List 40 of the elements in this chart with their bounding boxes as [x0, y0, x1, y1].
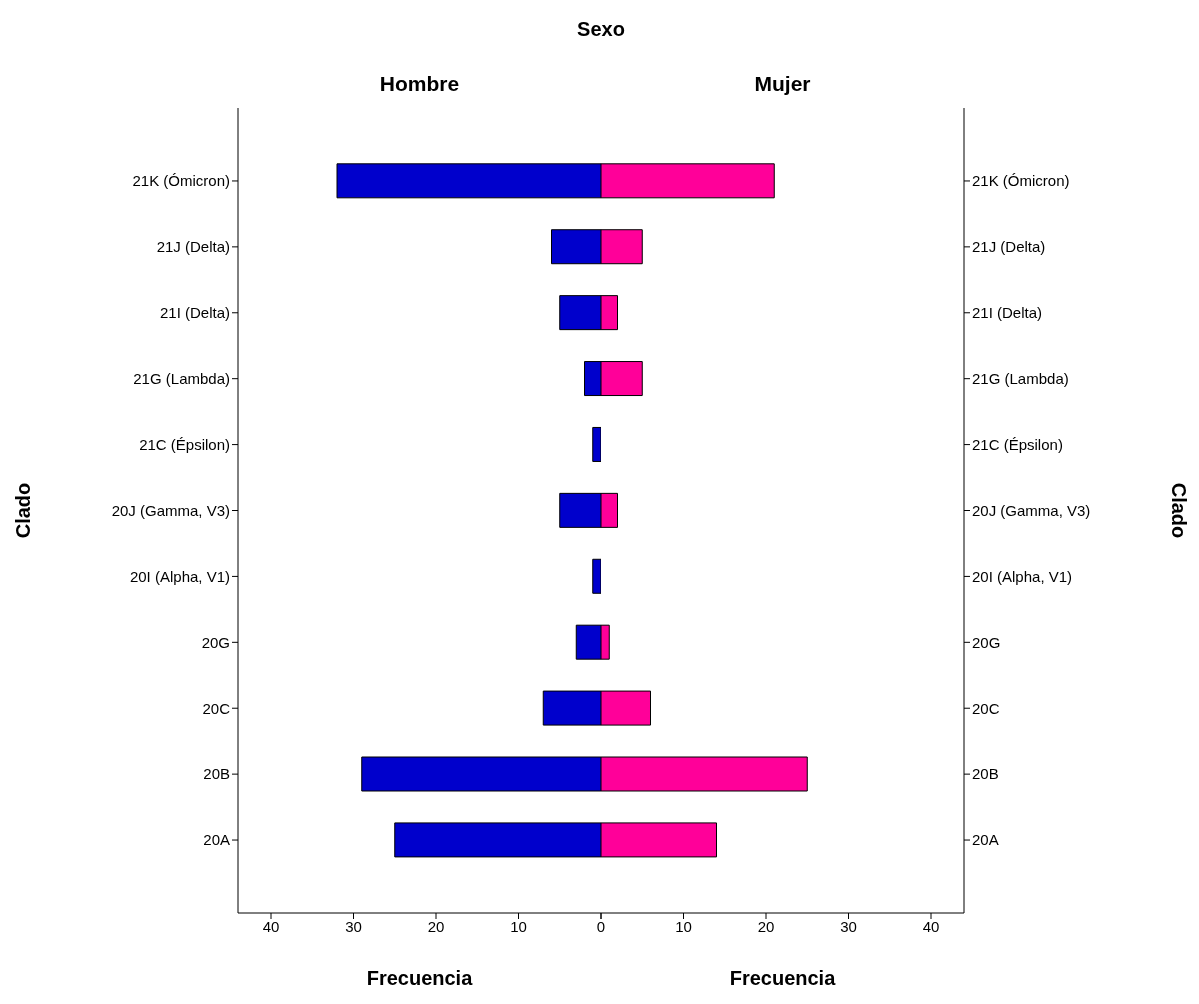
y-tick-label: 21J (Delta) [972, 238, 1046, 256]
y-tick-label: 21G (Lambda) [133, 370, 230, 388]
x-axis-title: Frecuencia [729, 967, 837, 989]
bar [592, 426, 601, 462]
y-tick-label: 20G [201, 633, 230, 651]
x-tick-label: 30 [840, 917, 857, 935]
x-tick-label: 20 [757, 917, 775, 935]
x-tick-label: 40 [262, 917, 280, 935]
y-tick-label: 20I (Alpha, V1) [129, 567, 230, 585]
x-tick-label: 20 [427, 917, 445, 935]
x-tick-label: 40 [922, 917, 940, 935]
bar [592, 558, 601, 594]
chart-title: Hombre [378, 72, 461, 96]
y-tick-label: 20C [202, 699, 231, 717]
y-axis-title: Clado [1167, 482, 1190, 539]
y-tick-label: 21I (Delta) [159, 304, 230, 322]
x-tick-label: 30 [345, 917, 362, 935]
text: Sexo [577, 18, 625, 41]
y-axis-title: Clado [12, 482, 35, 539]
y-tick-label: 20A [203, 831, 230, 849]
y-tick-label: 21C (Épsilon) [139, 435, 230, 453]
x-axis-title: Frecuencia [366, 967, 474, 989]
y-tick-label: 20C [972, 699, 1000, 717]
y-tick-label: 21I (Delta) [972, 304, 1043, 322]
x-tick-label: 10 [510, 917, 527, 935]
y-tick-label: 20B [972, 765, 999, 783]
x-tick-label: 0 [596, 917, 606, 935]
y-tick-label: 21J (Delta) [156, 238, 230, 256]
y-tick-label: 21K (Ómicron) [972, 172, 1070, 190]
y-tick-label: 20J (Gamma, V3) [111, 501, 230, 519]
y-tick-label: 21G (Lambda) [972, 370, 1069, 388]
y-tick-label: 21K (Ómicron) [132, 172, 230, 190]
y-tick-label: 20B [203, 765, 230, 783]
y-tick-label: 20A [972, 831, 999, 849]
x-tick-label: 10 [675, 917, 692, 935]
y-tick-label: 20G [972, 633, 1001, 651]
chart-title: Mujer [753, 72, 812, 96]
y-tick-label: 21C (Épsilon) [972, 435, 1063, 453]
y-tick-label: 20I (Alpha, V1) [972, 567, 1073, 585]
y-tick-label: 20J (Gamma, V3) [972, 501, 1091, 519]
